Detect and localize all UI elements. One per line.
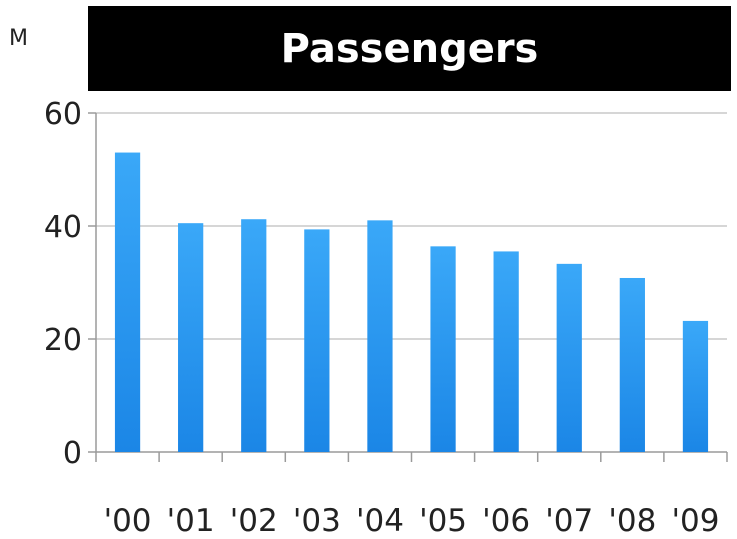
y-tick-label: 40 <box>44 210 82 245</box>
chart-title: Passengers <box>280 25 539 72</box>
y-tick-label: 0 <box>63 436 82 471</box>
x-tick-labels: '00 '01 '02 '03 '04 '05 '06 '07 '08 '09 <box>104 503 720 539</box>
x-tick-label: '02 <box>230 503 278 539</box>
x-tick-label: '06 <box>482 503 530 539</box>
bars <box>114 152 709 453</box>
bar-01 <box>178 223 204 452</box>
bar-07 <box>556 263 582 452</box>
x-tick-label: '03 <box>293 503 341 539</box>
bar-06 <box>493 251 519 452</box>
bar-05 <box>430 246 456 452</box>
x-tick-label: '09 <box>671 503 719 539</box>
x-tick-label: '05 <box>419 503 467 539</box>
y-tick-label: 20 <box>44 323 82 358</box>
bar-03 <box>304 229 330 452</box>
y-tick-labels: 0 20 40 60 <box>44 97 82 471</box>
y-tick-label: 60 <box>44 97 82 132</box>
x-tick-label: '07 <box>545 503 593 539</box>
x-tick-label: '08 <box>608 503 656 539</box>
x-tick-label: '04 <box>356 503 404 539</box>
bar-00 <box>114 152 141 453</box>
x-tick-label: '00 <box>104 503 152 539</box>
bar-04 <box>367 220 393 452</box>
y-axis-unit-label: M <box>9 26 28 51</box>
chart-title-banner: Passengers <box>88 6 731 91</box>
bar-08 <box>619 277 645 452</box>
x-tick-label: '01 <box>167 503 215 539</box>
bar-02 <box>241 219 267 452</box>
bar-09 <box>682 320 709 452</box>
